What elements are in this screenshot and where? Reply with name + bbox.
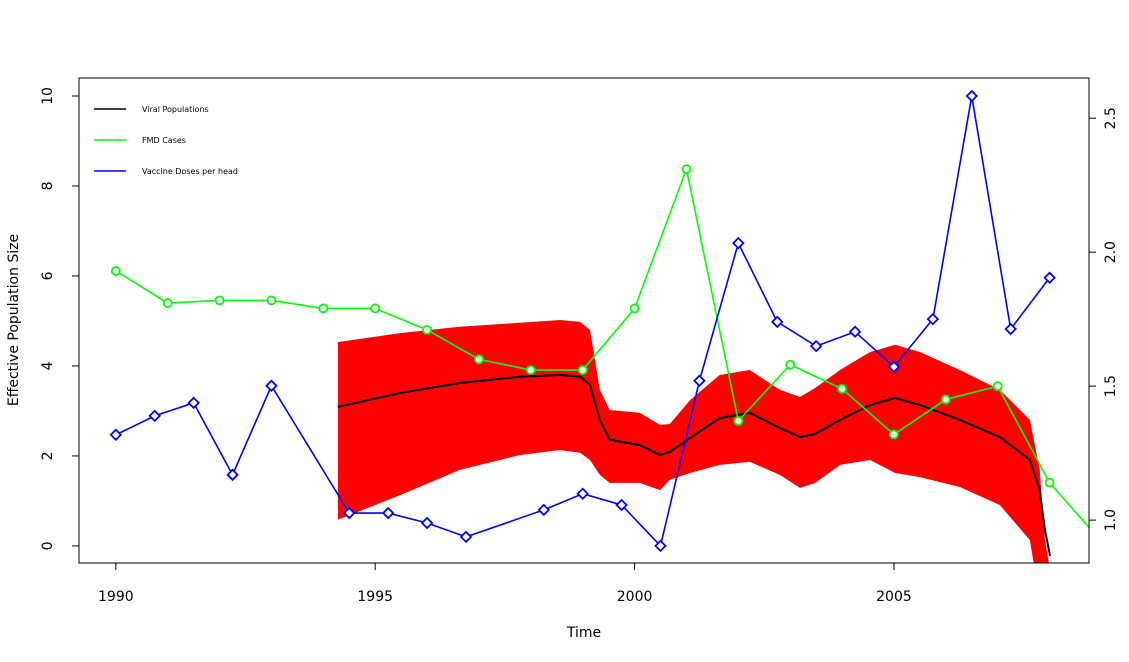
y-tick-label: 2: [40, 451, 56, 460]
point: [887, 360, 901, 374]
point: [420, 516, 434, 530]
point: [109, 428, 123, 442]
legend-label: Viral Populations: [142, 105, 209, 114]
point: [266, 295, 277, 306]
point: [809, 339, 823, 353]
point: [381, 506, 395, 520]
point: [148, 409, 162, 423]
series-line: [115, 95, 1051, 548]
point: [318, 303, 329, 314]
point: [1004, 322, 1017, 336]
plot-area: [109, 89, 1105, 563]
point: [889, 429, 899, 440]
x-tick-label: 2000: [617, 589, 653, 605]
point: [459, 530, 473, 544]
y-tick-label: 8: [40, 182, 56, 191]
legend-label: FMD Cases: [142, 136, 186, 145]
series-line: [115, 166, 1089, 529]
point: [474, 354, 484, 365]
point: [1044, 477, 1055, 488]
y-tick-label: 10: [40, 87, 56, 105]
legend-label: Vaccine Doses per head: [142, 167, 238, 176]
y2-tick-label: 2.0: [1103, 241, 1119, 263]
point: [577, 365, 588, 375]
point: [537, 503, 551, 517]
x-tick-label: 1990: [98, 589, 134, 605]
point: [525, 365, 536, 375]
y2-tick-label: 1.0: [1103, 509, 1119, 531]
point: [187, 396, 200, 410]
y-tick-label: 0: [40, 541, 56, 550]
x-tick-label: 1995: [357, 589, 393, 605]
point: [226, 468, 239, 482]
point: [965, 89, 979, 103]
point: [342, 506, 356, 520]
point: [654, 539, 667, 553]
y-axis-label: Effective Population Size: [6, 234, 22, 406]
point: [629, 303, 640, 314]
point: [681, 164, 692, 175]
point: [848, 325, 862, 339]
point: [733, 416, 744, 426]
point: [992, 381, 1003, 392]
point: [265, 379, 278, 393]
point: [110, 266, 121, 276]
point: [1097, 538, 1105, 546]
y2-tick-label: 1.5: [1103, 375, 1119, 397]
point: [370, 303, 381, 314]
point: [1043, 271, 1056, 285]
point: [693, 374, 706, 388]
confidence-band: [337, 320, 1049, 563]
point: [615, 498, 628, 512]
point: [576, 487, 589, 500]
point: [162, 298, 173, 308]
point: [926, 312, 940, 326]
y-tick-label: 6: [40, 271, 56, 280]
point: [785, 359, 796, 370]
series-line: [337, 373, 1052, 556]
point: [422, 324, 432, 335]
point: [837, 383, 847, 394]
plot-frame: [78, 77, 1090, 564]
x-tick-label: 2005: [876, 589, 912, 605]
point: [214, 295, 225, 306]
y-tick-label: 4: [40, 361, 56, 370]
y2-tick-label: 2.5: [1103, 107, 1119, 129]
point: [732, 236, 745, 250]
point: [770, 315, 784, 329]
x-axis-label: Time: [566, 625, 601, 641]
point: [940, 394, 951, 405]
